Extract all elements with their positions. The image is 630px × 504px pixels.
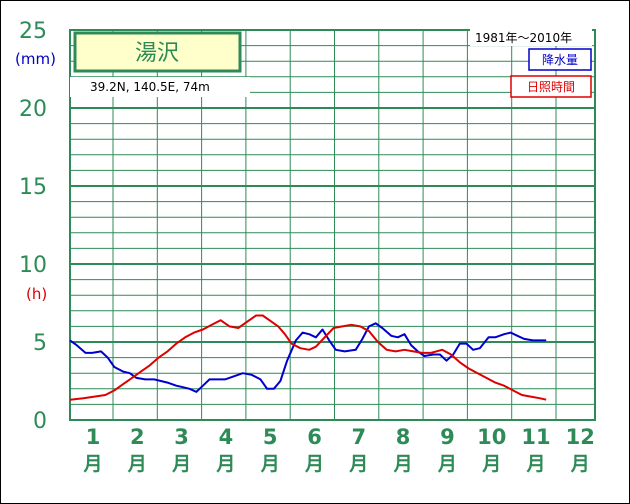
month-suffix-label: 月	[393, 453, 413, 475]
month-suffix-label: 月	[570, 453, 590, 475]
sunshine-series-line	[69, 314, 547, 401]
month-number-label: 9	[440, 425, 455, 449]
month-suffix-label: 月	[348, 453, 368, 475]
y-tick-label: 5	[33, 331, 47, 356]
month-number-label: 11	[521, 425, 550, 449]
series-layer	[69, 314, 547, 401]
month-number-label: 6	[307, 425, 322, 449]
precipitation-unit-label: (mm)	[15, 50, 56, 68]
month-number-label: 7	[351, 425, 366, 449]
sunshine-unit-label: (h)	[26, 285, 47, 303]
legend-precipitation-box	[528, 48, 592, 71]
month-number-label: 4	[219, 425, 234, 449]
station-location: 39.2N, 140.5E, 74m	[90, 80, 210, 94]
month-suffix-label: 月	[525, 453, 545, 475]
month-number-label: 10	[477, 425, 506, 449]
precipitation-series-line	[69, 322, 547, 393]
plot-border	[69, 29, 596, 421]
period-label: 1981年〜2010年	[475, 31, 572, 45]
month-number-label: 1	[86, 425, 101, 449]
month-number-label: 5	[263, 425, 278, 449]
y-tick-label: 20	[19, 97, 47, 122]
location-bg	[70, 77, 250, 97]
month-suffix-label: 月	[127, 453, 147, 475]
month-number-label: 12	[566, 425, 595, 449]
month-suffix-label: 月	[260, 453, 280, 475]
legend-precipitation-label: 降水量	[542, 53, 578, 67]
y-tick-label: 0	[33, 409, 47, 434]
y-tick-label: 15	[19, 175, 47, 200]
month-suffix-label: 月	[171, 453, 191, 475]
month-suffix-label: 月	[304, 453, 324, 475]
month-suffix-label: 月	[437, 453, 457, 475]
month-suffix-label: 月	[82, 453, 102, 475]
month-number-label: 3	[174, 425, 189, 449]
station-name: 湯沢	[135, 41, 179, 66]
y-tick-label: 25	[19, 19, 47, 44]
period-bg	[470, 28, 592, 46]
month-number-label: 8	[396, 425, 411, 449]
month-labels: 1 月 2 月 3 月 4 月 5 月 6 月 7 月 8 月 9 月 10 月 11 月 12 月	[82, 425, 594, 475]
legend-sunshine-label: 日照時間	[527, 80, 575, 94]
y-tick-labels: 0 5 10 15 20 25	[19, 19, 47, 434]
month-number-label: 2	[130, 425, 145, 449]
y-tick-label: 10	[19, 253, 47, 278]
station-title-box	[73, 31, 242, 73]
month-suffix-label: 月	[481, 453, 501, 475]
legend-sunshine-box	[510, 75, 592, 98]
month-suffix-label: 月	[215, 453, 235, 475]
